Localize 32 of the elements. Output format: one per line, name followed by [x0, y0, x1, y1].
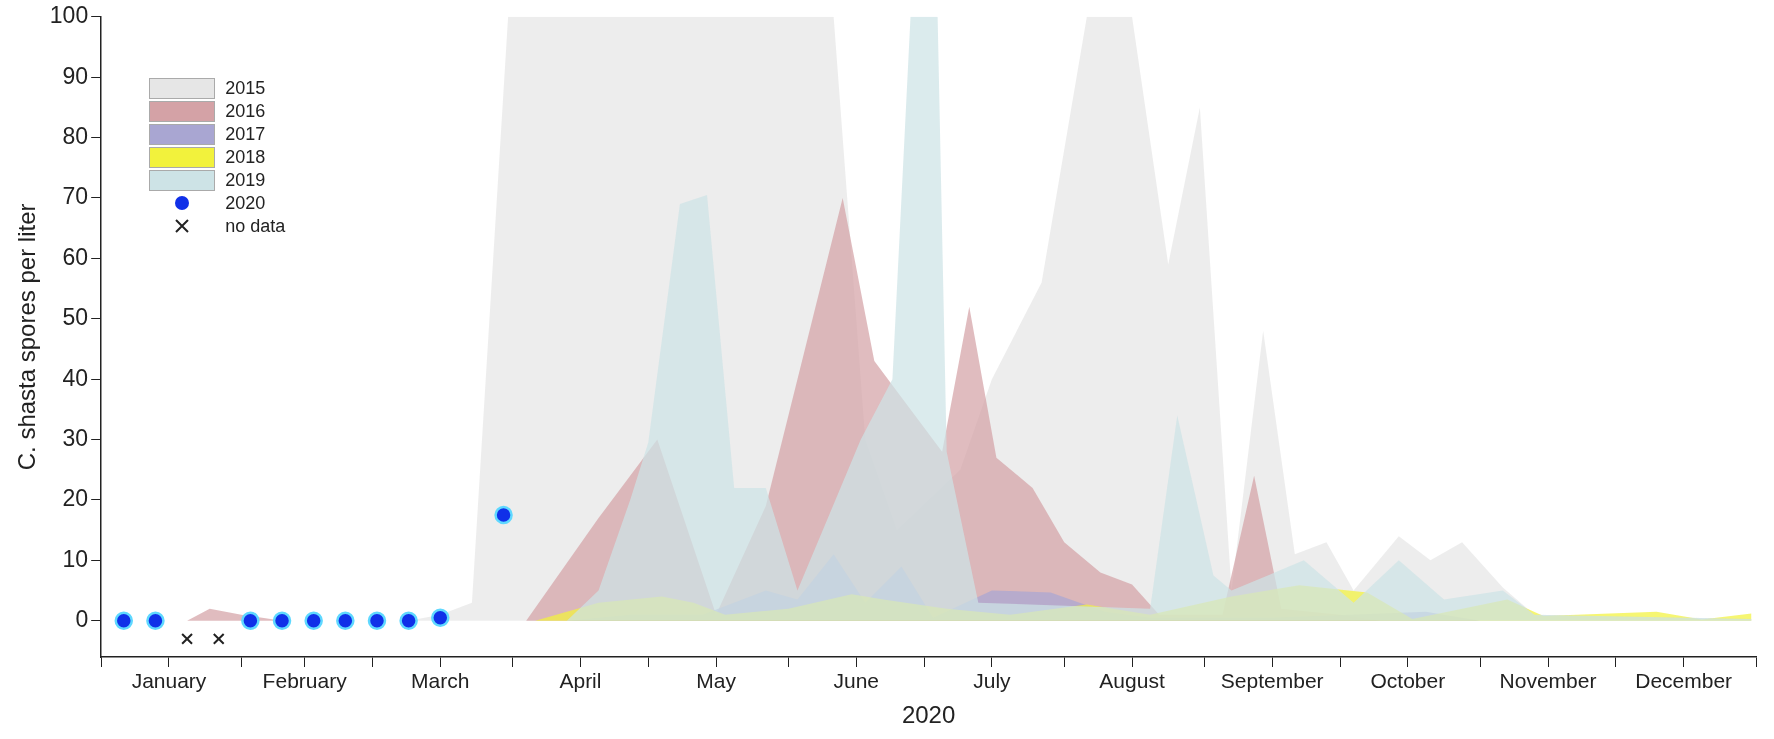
- x-axis-title: 2020: [901, 701, 956, 729]
- x-tick-label: December: [1635, 669, 1733, 693]
- x-tick-label: January: [131, 669, 207, 693]
- legend-label: 2016: [225, 100, 266, 123]
- legend-label: 2015: [225, 77, 266, 100]
- x-tick-label: May: [696, 669, 737, 693]
- y-tick-label: 80: [62, 122, 89, 149]
- x-tick-label: July: [973, 669, 1012, 693]
- x-tick-label: August: [1099, 669, 1165, 693]
- y-tick-label: 100: [49, 2, 89, 29]
- y-axis-title: C. shasta spores per liter: [13, 203, 41, 471]
- y-tick-label: 50: [62, 304, 89, 331]
- legend-label: 2019: [225, 169, 266, 192]
- legend-label: 2017: [225, 123, 266, 146]
- y-tick-label: 90: [62, 62, 89, 89]
- y-tick-label: 40: [62, 364, 89, 391]
- x-tick-label: October: [1370, 669, 1446, 693]
- x-tick-label: April: [559, 669, 602, 693]
- y-tick-label: 30: [62, 424, 89, 451]
- legend-label: 2018: [225, 146, 266, 169]
- y-tick-label: 0: [75, 606, 89, 633]
- x-tick-label: September: [1220, 669, 1324, 693]
- y-tick-label: 10: [62, 545, 89, 572]
- legend-label: no data: [225, 215, 286, 238]
- legend-label: 2020: [225, 192, 266, 215]
- x-tick-label: June: [833, 669, 880, 693]
- y-tick-label: 60: [62, 243, 89, 270]
- x-tick-label: November: [1499, 669, 1597, 693]
- x-tick-label: February: [262, 669, 348, 693]
- y-tick-label: 70: [62, 183, 89, 210]
- y-tick-label: 20: [62, 485, 89, 512]
- x-tick-label: March: [411, 669, 470, 693]
